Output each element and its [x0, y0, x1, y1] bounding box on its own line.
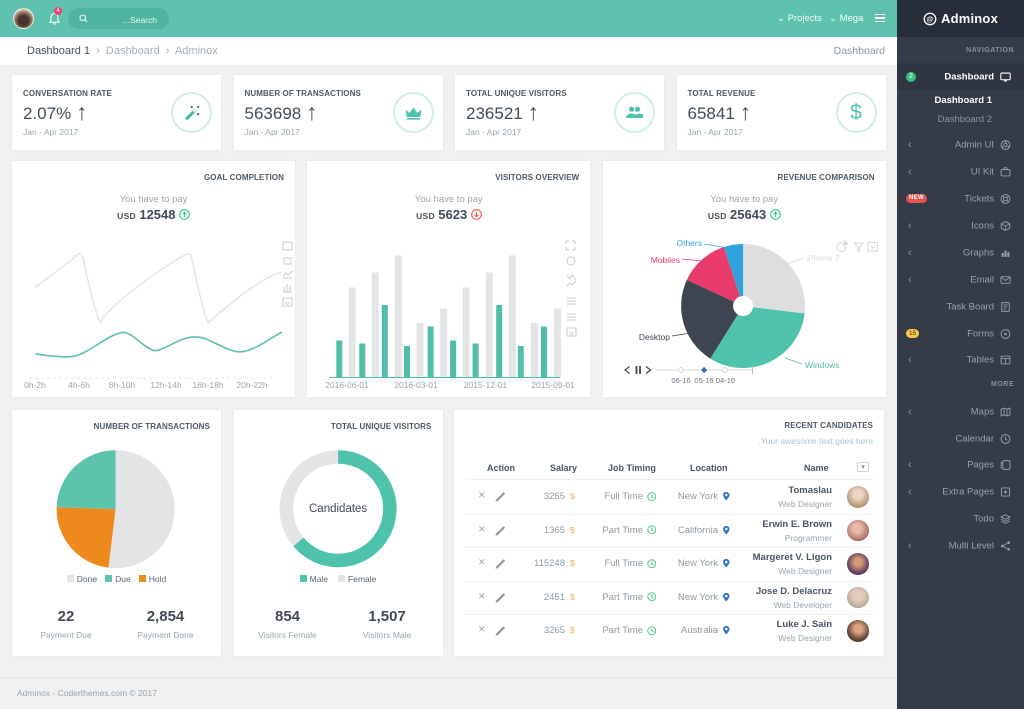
svg-text:Windows: Windows — [805, 360, 839, 370]
svg-text:8h-10h: 8h-10h — [109, 380, 136, 390]
svg-text:Mobiles: Mobiles — [650, 255, 679, 265]
svg-text:@: @ — [926, 16, 933, 23]
svg-text:2015-12-01: 2015-12-01 — [464, 380, 508, 390]
svg-text:06-16: 06-16 — [671, 376, 690, 385]
svg-text:2016-06-01: 2016-06-01 — [326, 380, 370, 390]
svg-text:05-16: 05-16 — [694, 376, 713, 385]
svg-text:20h-22h: 20h-22h — [236, 380, 267, 390]
svg-text:Desktop: Desktop — [639, 332, 670, 342]
svg-text:Others: Others — [676, 238, 702, 248]
svg-text:4h-6h: 4h-6h — [68, 380, 90, 390]
svg-text:2015-09-01: 2015-09-01 — [532, 380, 576, 390]
svg-text:iPhone 7: iPhone 7 — [806, 253, 840, 263]
svg-text:Candidates: Candidates — [309, 503, 367, 515]
svg-text:04-16: 04-16 — [716, 376, 735, 385]
svg-text:2016-03-01: 2016-03-01 — [395, 380, 439, 390]
svg-text:12h-14h: 12h-14h — [150, 380, 181, 390]
svg-text:16h-18h: 16h-18h — [192, 380, 223, 390]
svg-text:0h-2h: 0h-2h — [24, 380, 46, 390]
